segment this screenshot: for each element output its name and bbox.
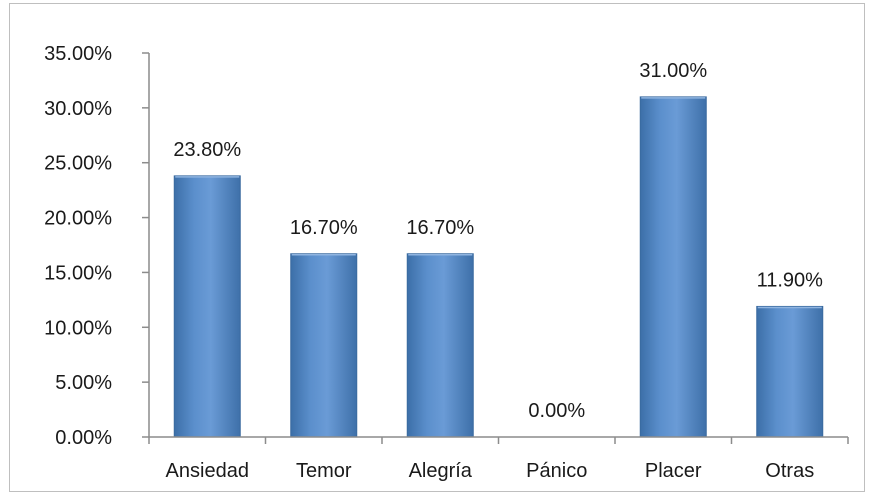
y-axis: 0.00% 5.00% 10.00% 15.00% 20.00% 25.00% 30.00%… — [44, 43, 150, 449]
data-label: 16.70% — [406, 217, 474, 239]
x-axis: Ansiedad Temor Alegría Pánico Placer Otras — [148, 436, 849, 482]
category-label: Ansiedad — [166, 460, 249, 482]
data-labels: 23.80% 16.70% 16.70% 0.00% 31.00% 11.90% — [173, 60, 823, 422]
category-label: Otras — [765, 460, 814, 482]
data-label: 11.90% — [757, 269, 824, 291]
bar-ansiedad — [173, 175, 241, 438]
y-tick-label: 25.00% — [44, 153, 112, 175]
data-label: 23.80% — [173, 139, 241, 161]
y-tick-label: 0.00% — [55, 427, 112, 449]
category-label: Temor — [296, 460, 352, 482]
bar-placer — [639, 96, 707, 438]
data-label: 31.00% — [639, 60, 707, 82]
category-label: Placer — [645, 460, 702, 482]
bars — [173, 96, 824, 438]
y-tick-label: 15.00% — [44, 262, 112, 284]
y-tick-label: 10.00% — [44, 317, 112, 339]
y-tick-label: 35.00% — [44, 43, 112, 65]
y-tick-label: 5.00% — [55, 372, 112, 394]
bar-temor — [290, 253, 358, 438]
bar-alegría — [406, 253, 474, 438]
data-label: 16.70% — [290, 217, 358, 239]
y-tick-label: 30.00% — [44, 98, 112, 120]
bar-otras — [756, 305, 824, 438]
data-label: 0.00% — [528, 400, 585, 422]
category-label: Pánico — [526, 460, 587, 482]
category-label: Alegría — [409, 460, 473, 482]
y-tick-label: 20.00% — [44, 208, 112, 230]
